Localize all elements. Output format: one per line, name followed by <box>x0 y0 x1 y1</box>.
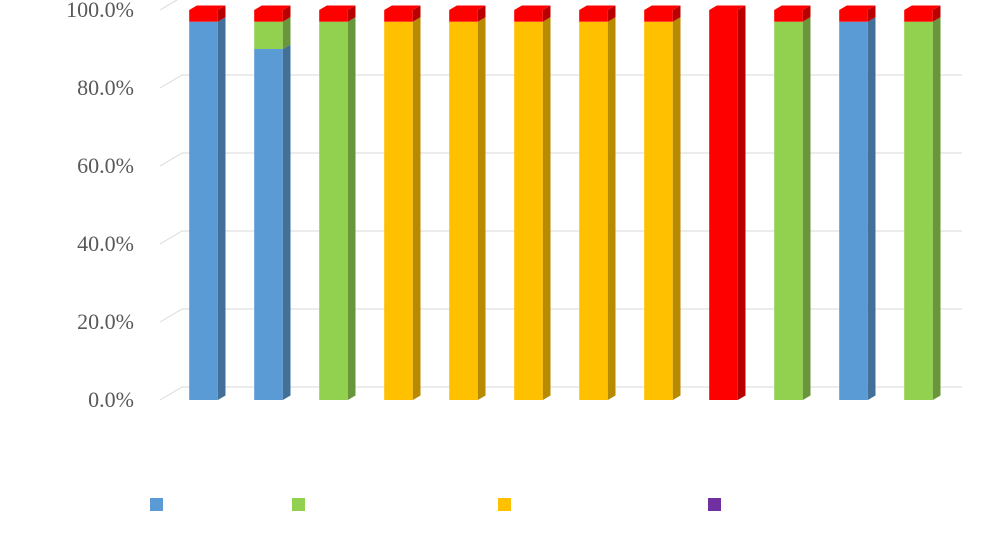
gridlines <box>159 0 962 401</box>
bar-segment <box>904 10 933 22</box>
bars <box>189 5 941 401</box>
y-tick-label: 0.0% <box>88 387 134 412</box>
bar-top <box>189 5 226 10</box>
bar-segment <box>579 10 608 22</box>
bar-segment-side <box>932 17 941 401</box>
bar-segment <box>709 10 738 400</box>
bar-segment <box>189 10 218 22</box>
bar-top <box>449 5 486 10</box>
gridline-depth <box>159 308 183 323</box>
legend-swatch <box>150 498 163 511</box>
bar-top <box>839 5 876 10</box>
bar-top <box>254 5 291 10</box>
bar-top <box>319 5 356 10</box>
bar-segment <box>774 10 803 22</box>
legend-swatch <box>292 498 305 511</box>
bar-segment-side <box>802 5 811 22</box>
bar-segment <box>254 10 283 22</box>
bar-segment-side <box>477 17 486 401</box>
legend-swatch <box>708 498 721 511</box>
y-tick-label: 100.0% <box>66 0 134 22</box>
bar-top <box>644 5 681 10</box>
y-tick-label: 20.0% <box>77 309 134 334</box>
bar-segment <box>839 21 868 400</box>
bar-segment <box>514 10 543 22</box>
bar-segment <box>449 21 478 400</box>
bar-segment <box>514 21 543 400</box>
bar-segment-side <box>737 5 746 400</box>
bar-segment-side <box>867 17 876 401</box>
legend <box>150 498 721 511</box>
bar-segment-side <box>867 5 876 22</box>
bar-segment <box>449 10 478 22</box>
bar-segment-side <box>347 5 356 22</box>
bar-segment-side <box>217 17 226 401</box>
bar-segment <box>384 21 413 400</box>
bar-segment <box>189 21 218 400</box>
bar-segment-side <box>282 5 291 22</box>
gridline-depth <box>159 152 183 167</box>
bar-segment-side <box>542 5 551 22</box>
gridline-depth <box>159 74 183 89</box>
gridline-depth <box>159 0 178 11</box>
bar-top <box>904 5 941 10</box>
bar-segment <box>904 21 933 400</box>
y-tick-label: 80.0% <box>77 75 134 100</box>
bar-segment-side <box>412 5 421 22</box>
y-axis: 0.0% 20.0% 40.0% 60.0% 80.0% 100.0% <box>66 0 134 412</box>
bar-segment-side <box>607 5 616 22</box>
bar-segment <box>839 10 868 22</box>
bar-segment <box>319 10 348 22</box>
bar-segment-side <box>672 17 681 401</box>
bar-segment-side <box>282 44 291 400</box>
bar-segment-side <box>412 17 421 401</box>
bar-segment <box>384 10 413 22</box>
bar-segment <box>319 21 348 400</box>
bar-segment-side <box>607 17 616 401</box>
gridline-depth <box>159 386 183 401</box>
bar-segment <box>254 21 283 49</box>
bar-top <box>384 5 421 10</box>
bar-segment-side <box>347 17 356 401</box>
bar-top <box>774 5 811 10</box>
bar-segment <box>644 21 673 400</box>
bar-segment-side <box>672 5 681 22</box>
legend-swatch <box>498 498 511 511</box>
bar-top <box>514 5 551 10</box>
bar-segment <box>579 21 608 400</box>
bar-segment <box>254 49 283 400</box>
bar-segment-side <box>477 5 486 22</box>
bar-segment-side <box>932 5 941 22</box>
bar-top <box>579 5 616 10</box>
y-tick-label: 40.0% <box>77 231 134 256</box>
gridline-depth <box>159 230 183 245</box>
bar-segment <box>774 21 803 400</box>
bar-segment-side <box>282 17 291 49</box>
bar-segment-side <box>802 17 811 401</box>
bar-top <box>709 5 746 10</box>
bar-segment <box>644 10 673 22</box>
bar-segment-side <box>217 5 226 22</box>
y-tick-label: 60.0% <box>77 153 134 178</box>
bar-segment-side <box>542 17 551 401</box>
